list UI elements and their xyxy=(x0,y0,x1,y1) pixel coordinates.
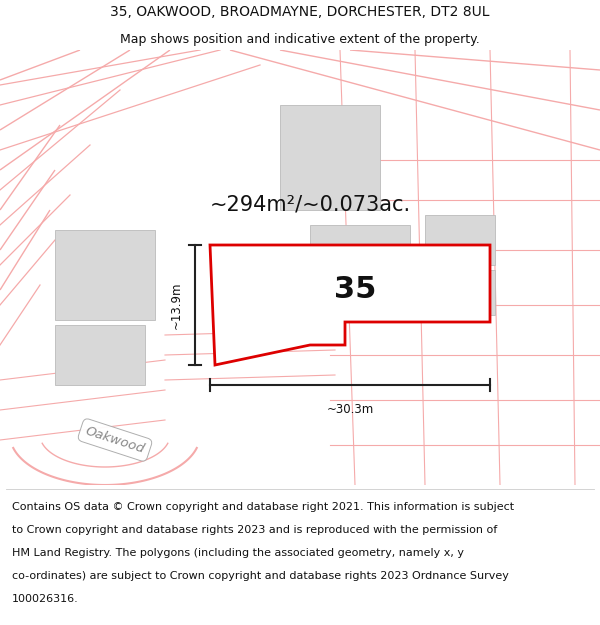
Text: Map shows position and indicative extent of the property.: Map shows position and indicative extent… xyxy=(120,32,480,46)
Text: 100026316.: 100026316. xyxy=(12,594,79,604)
Bar xyxy=(310,225,410,320)
Text: ~13.9m: ~13.9m xyxy=(170,281,183,329)
Text: 35: 35 xyxy=(334,276,376,304)
Text: HM Land Registry. The polygons (including the associated geometry, namely x, y: HM Land Registry. The polygons (includin… xyxy=(12,548,464,558)
Text: 35, OAKWOOD, BROADMAYNE, DORCHESTER, DT2 8UL: 35, OAKWOOD, BROADMAYNE, DORCHESTER, DT2… xyxy=(110,6,490,19)
Bar xyxy=(425,215,495,265)
Text: to Crown copyright and database rights 2023 and is reproduced with the permissio: to Crown copyright and database rights 2… xyxy=(12,525,497,535)
Text: ~294m²/~0.073ac.: ~294m²/~0.073ac. xyxy=(209,195,410,215)
Text: Oakwood: Oakwood xyxy=(83,424,146,456)
Bar xyxy=(55,325,145,385)
Bar xyxy=(55,230,155,320)
Bar xyxy=(430,270,495,315)
Bar xyxy=(280,105,380,210)
Text: co-ordinates) are subject to Crown copyright and database rights 2023 Ordnance S: co-ordinates) are subject to Crown copyr… xyxy=(12,571,509,581)
Text: ~30.3m: ~30.3m xyxy=(326,403,374,416)
Text: Contains OS data © Crown copyright and database right 2021. This information is : Contains OS data © Crown copyright and d… xyxy=(12,502,514,512)
Polygon shape xyxy=(210,245,490,365)
